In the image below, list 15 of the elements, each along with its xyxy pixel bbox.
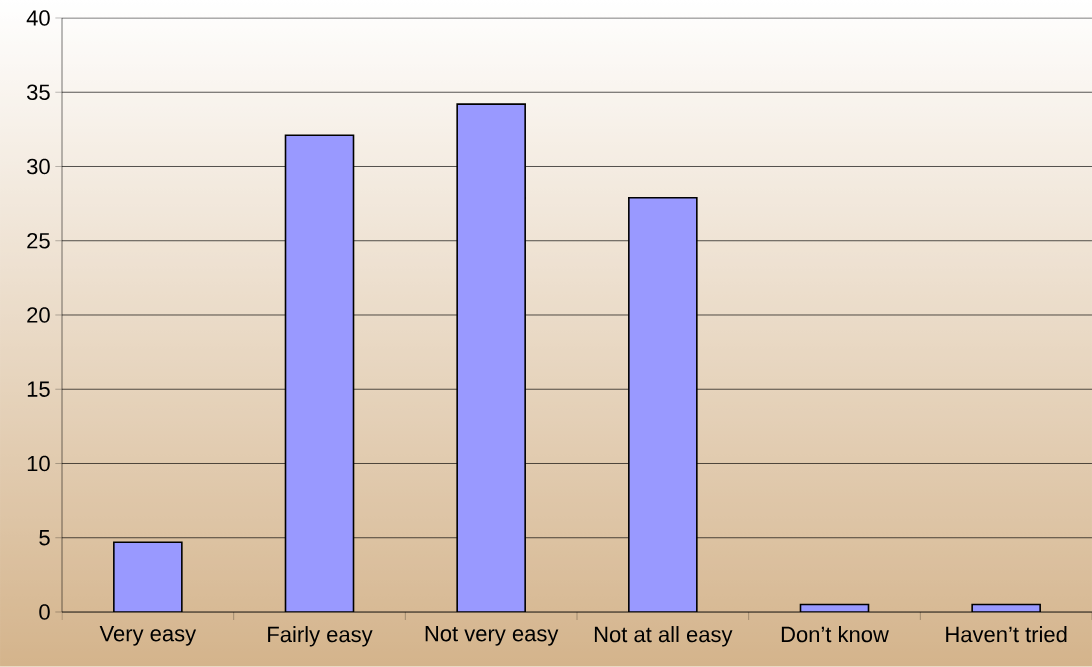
x-tick-label: Not very easy — [425, 626, 559, 646]
y-tick-label: 20 — [27, 307, 50, 323]
y-tick-label: 5 — [39, 530, 50, 546]
x-tick-label: Don’t know — [781, 626, 889, 643]
y-tick-label: 25 — [27, 232, 50, 249]
y-tick-label: 35 — [27, 84, 50, 101]
y-tick-label: 15 — [27, 381, 50, 397]
y-tick-label: 10 — [27, 455, 50, 472]
y-tick-label: 0 — [39, 604, 50, 620]
x-tick-label: Haven’t tried — [946, 626, 1067, 643]
x-tick-label: Not at all easy — [594, 626, 733, 647]
y-tick-label: 30 — [27, 158, 50, 175]
x-tick-label: Very easy — [99, 626, 197, 646]
x-tick-label: Fairly easy — [268, 626, 373, 647]
y-tick-label: 40 — [26, 10, 50, 26]
